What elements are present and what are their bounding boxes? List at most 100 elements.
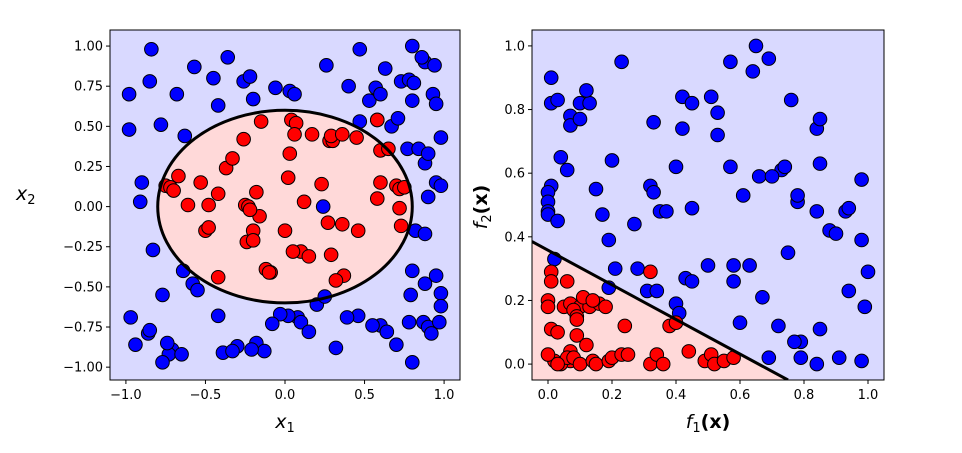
point-blue [155, 287, 170, 303]
point-blue [433, 130, 449, 145]
point-blue [646, 184, 661, 200]
point-blue [764, 169, 780, 184]
x-tick-label: 0.4 [666, 388, 687, 403]
point-blue [404, 93, 420, 108]
point-blue [339, 310, 355, 325]
y-tick-label: 0.8 [504, 103, 525, 118]
y-tick-label: 1.00 [74, 40, 103, 55]
point-blue [174, 347, 189, 362]
point-blue [427, 58, 442, 73]
point-red [569, 312, 585, 327]
point-blue [831, 350, 847, 366]
point-blue [553, 149, 569, 165]
point-blue [854, 353, 869, 369]
point-red [253, 114, 269, 129]
point-red [334, 216, 350, 232]
point-blue [142, 74, 158, 89]
point-blue [646, 114, 661, 130]
point-blue [748, 38, 764, 54]
point-blue [121, 122, 137, 137]
y-tick-label: −0.50 [63, 280, 103, 295]
point-blue [390, 111, 406, 126]
point-blue [428, 96, 444, 112]
point-blue [601, 232, 617, 248]
point-blue [588, 181, 604, 197]
point-blue [121, 86, 137, 102]
point-blue [272, 306, 288, 322]
point-blue [144, 41, 159, 57]
point-red [579, 337, 594, 353]
point-blue [755, 289, 770, 305]
right-plot-region [532, 38, 876, 380]
point-red [392, 200, 407, 216]
point-blue [142, 322, 158, 338]
point-red [236, 131, 251, 147]
point-blue [404, 355, 420, 370]
point-blue [627, 216, 642, 232]
point-blue [579, 83, 594, 98]
point-red [585, 293, 601, 308]
point-blue [684, 200, 700, 216]
point-blue [433, 286, 449, 301]
point-red [245, 233, 261, 248]
point-blue [723, 159, 738, 175]
point-blue [187, 59, 202, 75]
point-red [180, 197, 196, 213]
point-red [681, 344, 697, 359]
point-blue [675, 121, 690, 136]
point-blue [854, 232, 869, 248]
point-red [285, 244, 301, 259]
linear-boundary [532, 240, 789, 380]
point-blue [780, 245, 796, 261]
y-tick-label: 0.25 [74, 160, 103, 175]
point-blue [828, 226, 844, 241]
point-red [210, 269, 226, 285]
point-red [323, 247, 339, 263]
point-red [201, 197, 216, 213]
point-blue [406, 75, 422, 91]
point-blue [761, 350, 777, 366]
point-blue [630, 261, 645, 276]
point-red [261, 265, 277, 280]
point-blue [169, 86, 185, 102]
point-blue [854, 172, 869, 187]
y-tick-label: −0.75 [63, 321, 103, 336]
point-blue [424, 326, 439, 341]
point-blue [604, 153, 620, 168]
point-red [559, 274, 575, 289]
left-points [121, 38, 449, 370]
y-tick-label: 0.75 [74, 80, 103, 95]
point-blue [257, 343, 272, 359]
point-blue [245, 91, 261, 107]
point-red [296, 194, 312, 210]
point-red [393, 218, 409, 234]
point-red [643, 264, 658, 280]
y-tick-label: 0.00 [74, 200, 103, 215]
point-blue [684, 274, 700, 289]
point-red [201, 220, 216, 235]
point-red [543, 274, 559, 289]
point-blue [726, 274, 741, 289]
point-red [572, 356, 588, 372]
point-red [171, 168, 186, 184]
point-blue [153, 117, 169, 133]
point-blue [401, 314, 417, 330]
point-blue [787, 334, 802, 350]
point-blue [159, 335, 175, 351]
point-red [314, 176, 329, 192]
point-blue [244, 342, 259, 357]
point-red [249, 184, 264, 200]
point-blue [723, 54, 738, 70]
point-blue [206, 70, 221, 86]
y-tick-label: 0.50 [74, 120, 103, 135]
point-blue [220, 49, 236, 65]
point-blue [860, 264, 876, 280]
point-blue [777, 159, 793, 175]
x-tick-label: −0.5 [190, 388, 222, 403]
right-points [540, 38, 876, 372]
y-tick-label: −0.25 [63, 240, 103, 255]
point-blue [582, 95, 597, 111]
left-x-ticks: −1.0 −0.5 0.0 0.5 1.0 [110, 380, 454, 403]
point-blue [177, 128, 193, 144]
